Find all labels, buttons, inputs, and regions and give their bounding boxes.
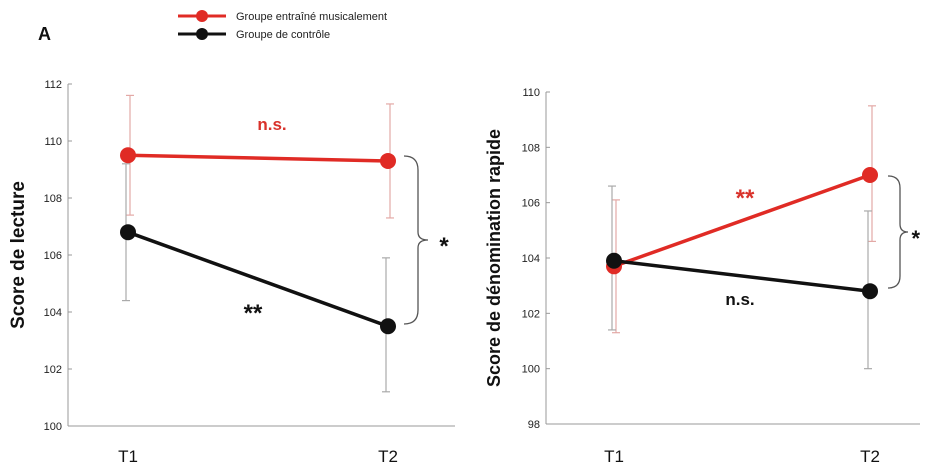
annotation-between-sig: * bbox=[439, 233, 449, 260]
x-ticks: T1 T2 bbox=[118, 447, 398, 466]
data-point bbox=[120, 147, 136, 164]
y-axis-label: Score de lecture bbox=[8, 181, 29, 329]
y-tick-label: 104 bbox=[522, 253, 540, 265]
legend-marker-red bbox=[196, 10, 208, 22]
y-tick-label: 102 bbox=[522, 308, 540, 320]
legend-label-black: Groupe de contrôle bbox=[236, 29, 330, 41]
x-tick-label: T2 bbox=[378, 447, 398, 466]
annotation-between-sig: * bbox=[911, 226, 920, 251]
y-tick-label: 100 bbox=[522, 364, 540, 376]
data-points bbox=[120, 147, 396, 335]
x-tick-label: T2 bbox=[860, 447, 880, 466]
y-tick-label: 106 bbox=[44, 250, 62, 262]
data-points bbox=[606, 167, 878, 300]
legend-label-red: Groupe entraîné musicalement bbox=[236, 11, 387, 23]
series-line bbox=[127, 230, 389, 328]
y-tick-label: 100 bbox=[44, 421, 62, 433]
data-point bbox=[120, 224, 136, 241]
y-tick-label: 104 bbox=[44, 307, 62, 319]
data-point bbox=[862, 167, 878, 183]
y-tick-label: 106 bbox=[522, 198, 540, 210]
y-tick-label: 108 bbox=[44, 193, 62, 205]
y-tick-label: 112 bbox=[44, 79, 62, 91]
legend: Groupe entraîné musicalement Groupe de c… bbox=[178, 10, 387, 41]
annotation-black-sig: n.s. bbox=[725, 290, 754, 309]
error-bars bbox=[608, 105, 876, 370]
y-ticks: 98 100 102 104 106 108 110 bbox=[522, 87, 550, 431]
annotation-red-sig: n.s. bbox=[257, 115, 286, 134]
y-ticks: 100 102 104 106 108 110 112 bbox=[44, 79, 72, 433]
y-tick-label: 110 bbox=[44, 136, 62, 148]
y-tick-label: 110 bbox=[522, 87, 540, 99]
panel-reading: 100 102 104 106 108 110 112 T1 T2 Score de lect… bbox=[8, 79, 455, 466]
significance-bracket bbox=[887, 175, 909, 289]
significance-bracket bbox=[403, 155, 429, 325]
y-tick-label: 108 bbox=[522, 142, 540, 154]
data-point bbox=[380, 152, 396, 169]
annotation-black-sig: ** bbox=[244, 300, 263, 327]
panel-rapid-naming: 98 100 102 104 106 108 110 T1 T2 Score de dénom… bbox=[484, 87, 920, 466]
series-lines bbox=[613, 173, 871, 293]
series-line bbox=[613, 173, 871, 268]
series-line bbox=[127, 153, 389, 163]
y-tick-label: 102 bbox=[44, 364, 62, 376]
data-point bbox=[862, 283, 878, 300]
series-lines bbox=[127, 153, 389, 328]
y-axis-label: Score de dénomination rapide bbox=[484, 129, 504, 387]
legend-marker-black bbox=[196, 28, 208, 40]
data-point bbox=[606, 252, 622, 269]
panel-label: A bbox=[38, 24, 51, 44]
series-line bbox=[613, 259, 871, 293]
x-tick-label: T1 bbox=[118, 447, 138, 466]
y-tick-label: 98 bbox=[528, 419, 540, 431]
annotation-red-sig: ** bbox=[736, 185, 755, 212]
x-ticks: T1 T2 bbox=[604, 447, 880, 466]
data-point bbox=[380, 318, 396, 335]
x-tick-label: T1 bbox=[604, 447, 624, 466]
